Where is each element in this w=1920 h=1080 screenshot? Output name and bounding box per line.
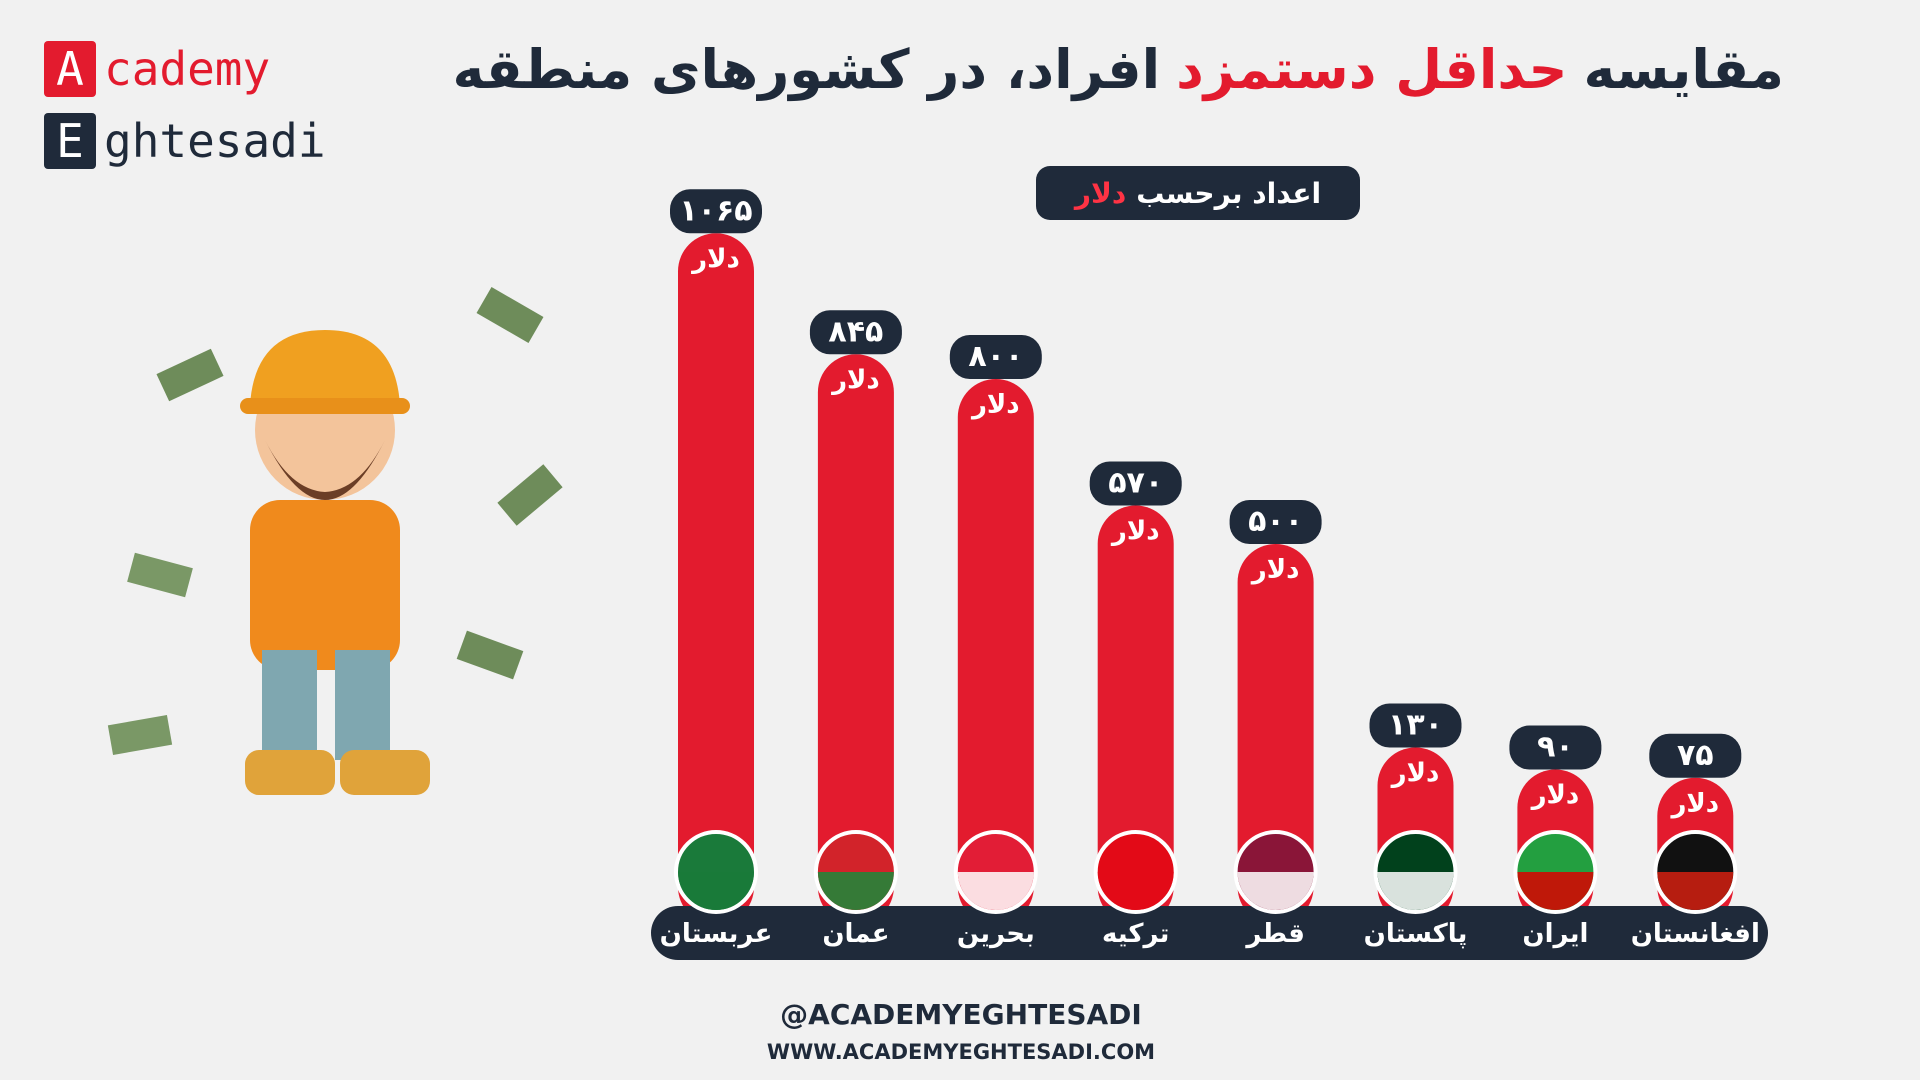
bar — [957, 379, 1034, 925]
flag-detail — [1097, 872, 1174, 910]
bar — [1237, 544, 1314, 925]
flag-detail — [1657, 872, 1734, 910]
category-label: بحرین — [957, 919, 1035, 949]
value-pill — [1649, 733, 1742, 778]
value-pill — [1089, 461, 1182, 506]
logo-text: cademy — [104, 42, 271, 96]
flag-detail — [817, 872, 894, 910]
value-label: ۵۰۰ — [1248, 504, 1303, 539]
category-label: عربستان — [660, 919, 773, 949]
value-label: ۹۰ — [1537, 730, 1574, 765]
title-part: افراد، در کشورهای منطقه — [452, 38, 1161, 101]
unit-label: دلار — [1110, 517, 1160, 547]
value-pill — [1229, 500, 1322, 544]
value-label: ۱۰۶۵ — [679, 193, 752, 228]
category-label: ایران — [1522, 919, 1588, 949]
chart-title: مقایسه حداقل دستمزد افراد، در کشورهای من… — [453, 38, 1785, 101]
unit-label: دلار — [1390, 759, 1440, 789]
logo-initial: E — [44, 113, 96, 169]
flag-detail — [1517, 872, 1594, 910]
bar — [678, 233, 754, 925]
unit-label: دلار — [1250, 555, 1300, 585]
value-label: ۸۰۰ — [968, 339, 1023, 374]
unit-label: دلار — [970, 390, 1020, 420]
value-label: ۷۵ — [1677, 738, 1714, 773]
flag-detail — [957, 872, 1034, 910]
worker-illustration — [107, 287, 563, 795]
category-label: عمان — [822, 919, 889, 949]
value-pill — [809, 310, 902, 355]
flag-detail — [678, 872, 754, 910]
bar — [1097, 505, 1174, 925]
unit-label: دلار — [1530, 781, 1580, 811]
footer-handle: @ACADEMYEGHTESADI — [780, 998, 1142, 1031]
unit-label: دلار — [830, 365, 880, 395]
value-label: ۱۳۰ — [1388, 708, 1443, 743]
unit-label: دلار — [690, 244, 740, 274]
logo-text: ghtesadi — [104, 114, 326, 168]
title-part: مقایسه — [1583, 38, 1784, 101]
category-label: ترکیه — [1102, 919, 1169, 949]
category-label: افغانستان — [1631, 919, 1760, 949]
category-label: پاکستان — [1364, 919, 1468, 949]
logo-initial: A — [44, 41, 96, 97]
category-strip — [651, 906, 1768, 960]
value-label: ۵۷۰ — [1108, 466, 1163, 501]
flag-detail — [1377, 872, 1454, 910]
flag-detail — [1237, 872, 1314, 910]
category-label: قطر — [1244, 919, 1305, 949]
subtitle-part: اعداد برحسب — [1136, 176, 1322, 210]
unit-label: دلار — [1669, 789, 1719, 819]
subtitle-highlight: دلار — [1074, 176, 1127, 210]
value-pill — [670, 189, 762, 234]
value-pill — [1509, 725, 1602, 770]
value-pill — [1369, 703, 1462, 748]
bar — [817, 354, 894, 925]
title-highlight: حداقل دستمزد — [1176, 38, 1568, 101]
footer-website: WWW.ACADEMYEGHTESADI.COM — [766, 1040, 1156, 1064]
value-pill — [949, 335, 1042, 379]
value-label: ۸۴۵ — [828, 314, 883, 349]
subtitle: اعداد برحسب دلار — [1036, 166, 1360, 220]
